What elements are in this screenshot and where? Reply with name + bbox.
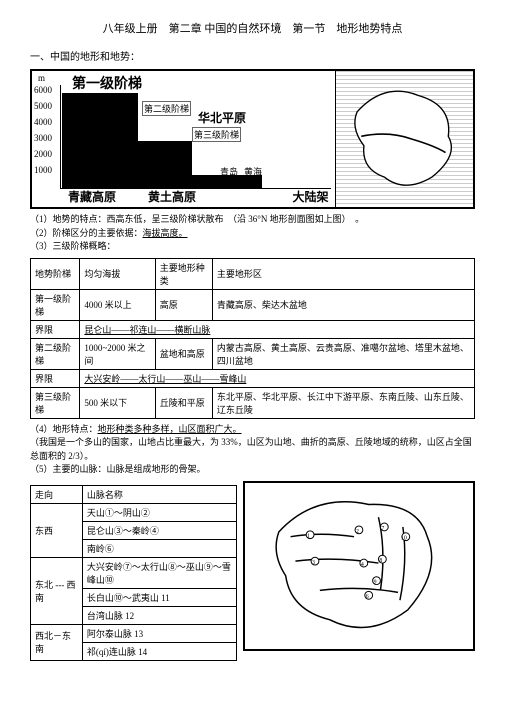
cell: 大兴安岭——太行山——巫山——雪峰山	[80, 369, 475, 387]
note-5: （5）主要的山脉：山脉是组成地形的骨架。	[30, 463, 475, 477]
ytick: 3000	[34, 133, 52, 143]
page-title: 八年级上册 第二章 中国的自然环境 第一节 地形地势特点	[30, 20, 475, 36]
th: 山脉名称	[82, 485, 236, 503]
cell: 500 米以下	[80, 387, 155, 418]
stair-table: 地势阶梯 均匀海拔 主要地形种类 主要地形区 第一级阶梯 4000 米以上 高原…	[30, 258, 475, 419]
cell: 第二级阶梯	[31, 338, 80, 369]
huangtu-label: 黄土高原	[148, 188, 196, 205]
svg-text:7: 7	[382, 525, 385, 531]
cell: 昆仑山③～秦岭④	[82, 521, 236, 539]
cell: 祁(qí)连山脉 14	[82, 642, 236, 660]
ytick: 5000	[34, 101, 52, 111]
note-4: （4）地形特点：地形种类多种多样，山区面积广大。	[30, 423, 475, 437]
dalujia-label: 大陆架	[292, 188, 328, 205]
lanzhou-label: 兰州	[154, 145, 172, 158]
ytick: 4000	[34, 117, 52, 127]
cell: 大兴安岭⑦～太行山⑧～巫山⑨～雪峰山⑩	[82, 557, 236, 588]
cell: 高原	[155, 289, 212, 320]
svg-text:2: 2	[356, 528, 359, 534]
ytick: 6000	[34, 85, 52, 95]
mountain-table: 走向 山脉名称 东西天山①～阴山② 昆仑山③～秦岭④ 南岭⑥ 东北 --- 西南…	[30, 485, 237, 661]
note-1: （1）地势的特点：西高东低，呈三级阶梯状散布 （沿 36°N 地形剖面图如上图）…	[30, 213, 475, 227]
cell: 界限	[31, 369, 80, 387]
cell: 盆地和高原	[155, 338, 212, 369]
cell: 第一级阶梯	[31, 289, 80, 320]
stair2-box: 第二级阶梯	[142, 101, 191, 116]
cell: 南岭⑥	[82, 539, 236, 557]
huabei-label: 华北平原	[198, 109, 246, 126]
cell: 天山①～阴山②	[82, 503, 236, 521]
stair3-box: 第三级阶梯	[192, 127, 241, 142]
cell: 阿尔泰山脉 13	[82, 624, 236, 642]
cell: 青藏高原、柴达木盆地	[212, 289, 474, 320]
th: 地势阶梯	[31, 258, 80, 289]
cell: 界限	[31, 320, 80, 338]
th: 主要地形区	[212, 258, 474, 289]
ytick: 2000	[34, 149, 52, 159]
svg-text:1: 1	[307, 533, 310, 539]
cell: 第三级阶梯	[31, 387, 80, 418]
note-3: （3）三级阶梯概略：	[30, 240, 475, 254]
th: 主要地形种类	[155, 258, 212, 289]
svg-text:10: 10	[401, 535, 407, 541]
cell: 台湾山脉 12	[82, 606, 236, 624]
china-map-large: 1 2 3 4 6 7 8 9 10	[243, 481, 475, 651]
cell: 内蒙古高原、黄土高原、云贵高原、准噶尔盆地、塔里木盆地、四川盆地	[212, 338, 474, 369]
stair1-label: 第一级阶梯	[72, 73, 142, 93]
row-mountains: 走向 山脉名称 东西天山①～阴山② 昆仑山③～秦岭④ 南岭⑥ 东北 --- 西南…	[30, 481, 475, 665]
notes-block-1: （1）地势的特点：西高东低，呈三级阶梯状散布 （沿 36°N 地形剖面图如上图）…	[30, 213, 475, 254]
svg-text:4: 4	[361, 562, 364, 568]
cell: 丘陵和平原	[155, 387, 212, 418]
profile-chart: m 6000 5000 4000 3000 2000 1000 第一级阶梯 第二…	[32, 71, 336, 207]
y-axis	[60, 85, 61, 189]
qingzang-label: 青藏高原	[68, 188, 116, 205]
th: 均匀海拔	[80, 258, 155, 289]
note-2: （2）阶梯区分的主要依据：海拔高度。	[30, 227, 475, 241]
th: 走向	[31, 485, 83, 503]
cell: 东北 --- 西南	[31, 557, 83, 624]
cell: 昆仑山——祁连山——横断山脉	[80, 320, 475, 338]
cell: 东北平原、华北平原、长江中下游平原、东南丘陵、山东丘陵、辽东丘陵	[212, 387, 474, 418]
cell: 1000~2000 米之间	[80, 338, 155, 369]
china-map-small	[336, 71, 474, 207]
cell: 4000 米以上	[80, 289, 155, 320]
cell: 东西	[31, 503, 83, 557]
notes-block-2: （4）地形特点：地形种类多种多样，山区面积广大。 （我国是一个多山的国家，山地占…	[30, 423, 475, 477]
cell: 西北－东南	[31, 624, 83, 660]
svg-text:6: 6	[366, 594, 369, 600]
figure-profile: m 6000 5000 4000 3000 2000 1000 第一级阶梯 第二…	[30, 69, 475, 209]
section-heading: 一、中国的地形和地势：	[30, 48, 475, 63]
cell: 长白山⑩～武夷山 11	[82, 588, 236, 606]
ytick: 1000	[34, 165, 52, 175]
note-4b: （我国是一个多山的国家，山地占比重最大，为 33%，山区为山地、曲折的高原、丘陵…	[30, 436, 475, 463]
svg-text:9: 9	[374, 579, 377, 585]
axis-unit: m	[38, 73, 45, 83]
qingdao-label: 青岛	[220, 165, 238, 178]
huanghai-label: 黄海	[244, 165, 262, 178]
svg-text:8: 8	[380, 558, 383, 564]
svg-text:3: 3	[312, 560, 315, 566]
